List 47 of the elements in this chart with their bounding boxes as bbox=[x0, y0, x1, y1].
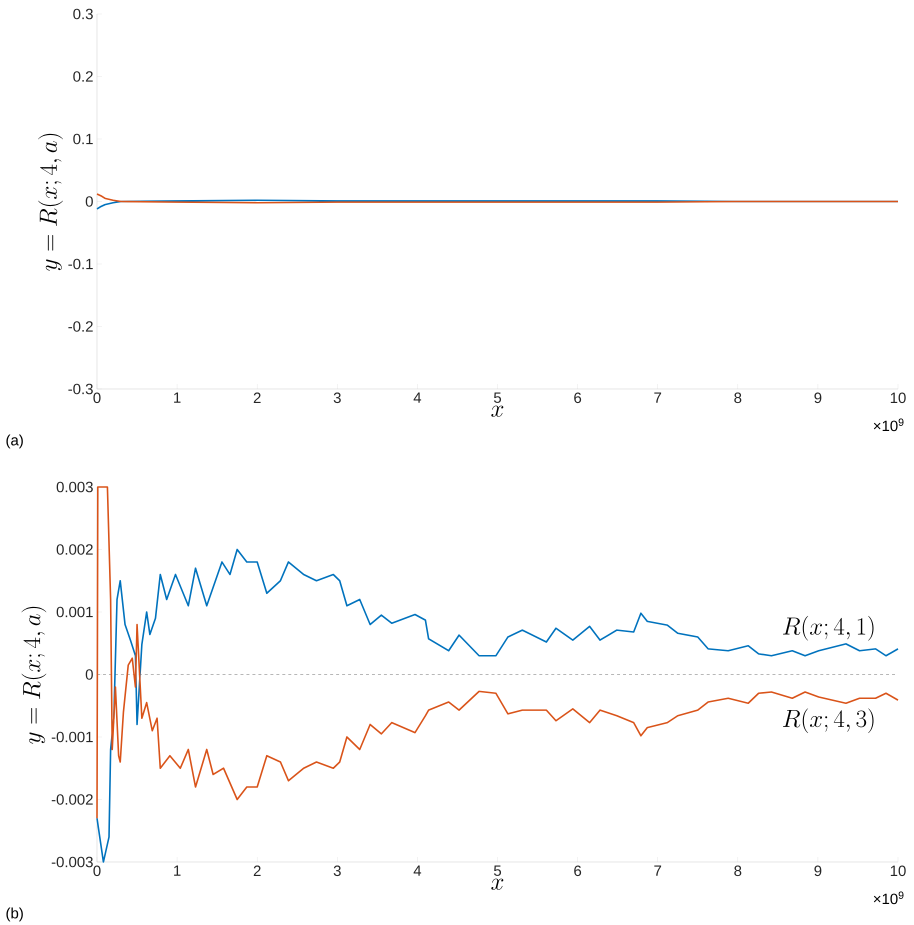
x-tick-label: 9 bbox=[814, 866, 822, 876]
y-tick-label: 0 bbox=[86, 196, 93, 207]
x-tick-label: 10 bbox=[890, 866, 906, 876]
x-tick-label: 2 bbox=[254, 866, 261, 876]
y-tick-label: 0.2 bbox=[73, 71, 93, 82]
x-tick-label: 1 bbox=[174, 392, 181, 403]
x-tick-label: 7 bbox=[654, 392, 662, 403]
x-tick-label: 7 bbox=[654, 866, 662, 876]
x-tick-label: 6 bbox=[574, 392, 582, 404]
text: (a) bbox=[6, 434, 23, 448]
x-tick-label: 4 bbox=[414, 866, 422, 876]
x-tick-label: 5 bbox=[494, 392, 502, 403]
text: ×10$^{9}$ bbox=[874, 418, 904, 432]
y-tick-label: -0.001 bbox=[52, 732, 93, 742]
x-tick-label: 5 bbox=[494, 866, 502, 876]
y-tick-label: 0 bbox=[86, 669, 93, 680]
y-tick-label: -0.3 bbox=[68, 384, 93, 394]
y-tick-label: -0.002 bbox=[52, 794, 93, 805]
y-tick-label: -0.003 bbox=[52, 856, 93, 868]
x-tick-label: 0 bbox=[93, 866, 101, 876]
x-tick-label: 3 bbox=[334, 392, 341, 404]
y-tick-label: 0.001 bbox=[56, 606, 93, 618]
series-label: $R(x;4,1)$ bbox=[783, 616, 874, 641]
y-tick-label: 0.1 bbox=[73, 134, 93, 144]
x-axis-title: $x$ bbox=[491, 878, 504, 890]
y-tick-label: 0.003 bbox=[56, 482, 93, 492]
x-tick-label: 4 bbox=[414, 392, 422, 403]
y-axis-title: $y = R(x;4,a)$ bbox=[38, 134, 63, 271]
y-tick-label: -0.1 bbox=[68, 258, 93, 270]
y-tick-label: 0.3 bbox=[73, 8, 93, 20]
series-label: $R(x;4,3)$ bbox=[783, 708, 874, 734]
x-tick-label: 10 bbox=[890, 392, 906, 404]
x-tick-label: 2 bbox=[254, 392, 261, 403]
x-tick-label: 8 bbox=[734, 392, 742, 404]
x-tick-label: 1 bbox=[174, 866, 181, 876]
x-tick-label: 9 bbox=[814, 392, 822, 404]
y-axis-title: $y = R(x;4,a)$ bbox=[22, 606, 46, 744]
x-tick-label: 8 bbox=[734, 866, 742, 876]
line-series bbox=[96, 486, 899, 820]
x-tick-label: 3 bbox=[334, 866, 341, 876]
y-tick-label: 0.002 bbox=[56, 544, 93, 555]
x-tick-label: 0 bbox=[93, 392, 101, 404]
text: ×10$^{9}$ bbox=[874, 892, 904, 904]
text: (b) bbox=[6, 908, 23, 922]
x-axis-title: $x$ bbox=[491, 406, 504, 417]
y-tick-label: -0.2 bbox=[68, 321, 93, 332]
x-tick-label: 6 bbox=[574, 866, 582, 876]
